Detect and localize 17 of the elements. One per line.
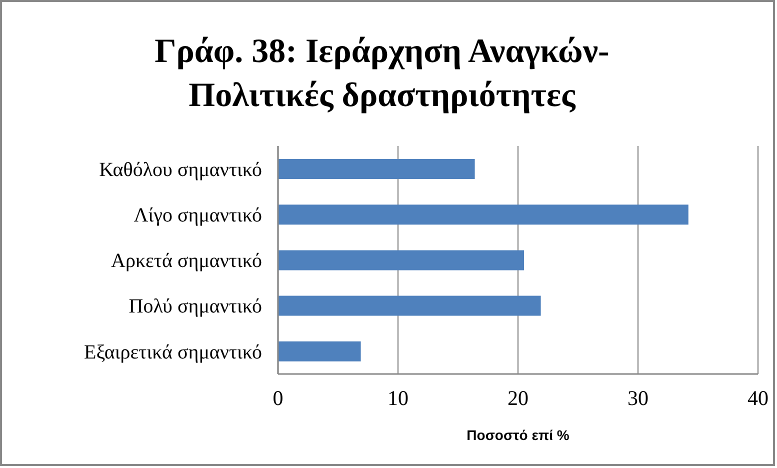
bar xyxy=(278,204,688,225)
x-tick-label: 10 xyxy=(388,386,408,410)
x-tick-label: 0 xyxy=(272,386,284,410)
x-tick-label: 40 xyxy=(748,386,768,410)
bar xyxy=(278,250,524,270)
y-tick-label: Καθόλου σημαντικό xyxy=(99,158,262,181)
bar xyxy=(278,341,361,362)
y-tick-label: Εξαιρετικά σημαντικό xyxy=(84,341,262,364)
y-tick-label: Πολύ σημαντικό xyxy=(128,296,262,318)
x-tick-label: 30 xyxy=(628,386,648,410)
y-tick-label: Λίγο σημαντικό xyxy=(134,204,262,226)
x-axis-title: Ποσοστό επί % xyxy=(466,427,570,443)
y-tick-label: Αρκετά σημαντικό xyxy=(111,250,262,272)
bar xyxy=(278,159,475,179)
bar xyxy=(278,296,541,316)
x-tick-label: 20 xyxy=(508,386,528,410)
chart-title: Γράφ. 38: Ιεράρχηση Αναγκών-Πολιτικές δραστηριότητες xyxy=(154,32,610,116)
